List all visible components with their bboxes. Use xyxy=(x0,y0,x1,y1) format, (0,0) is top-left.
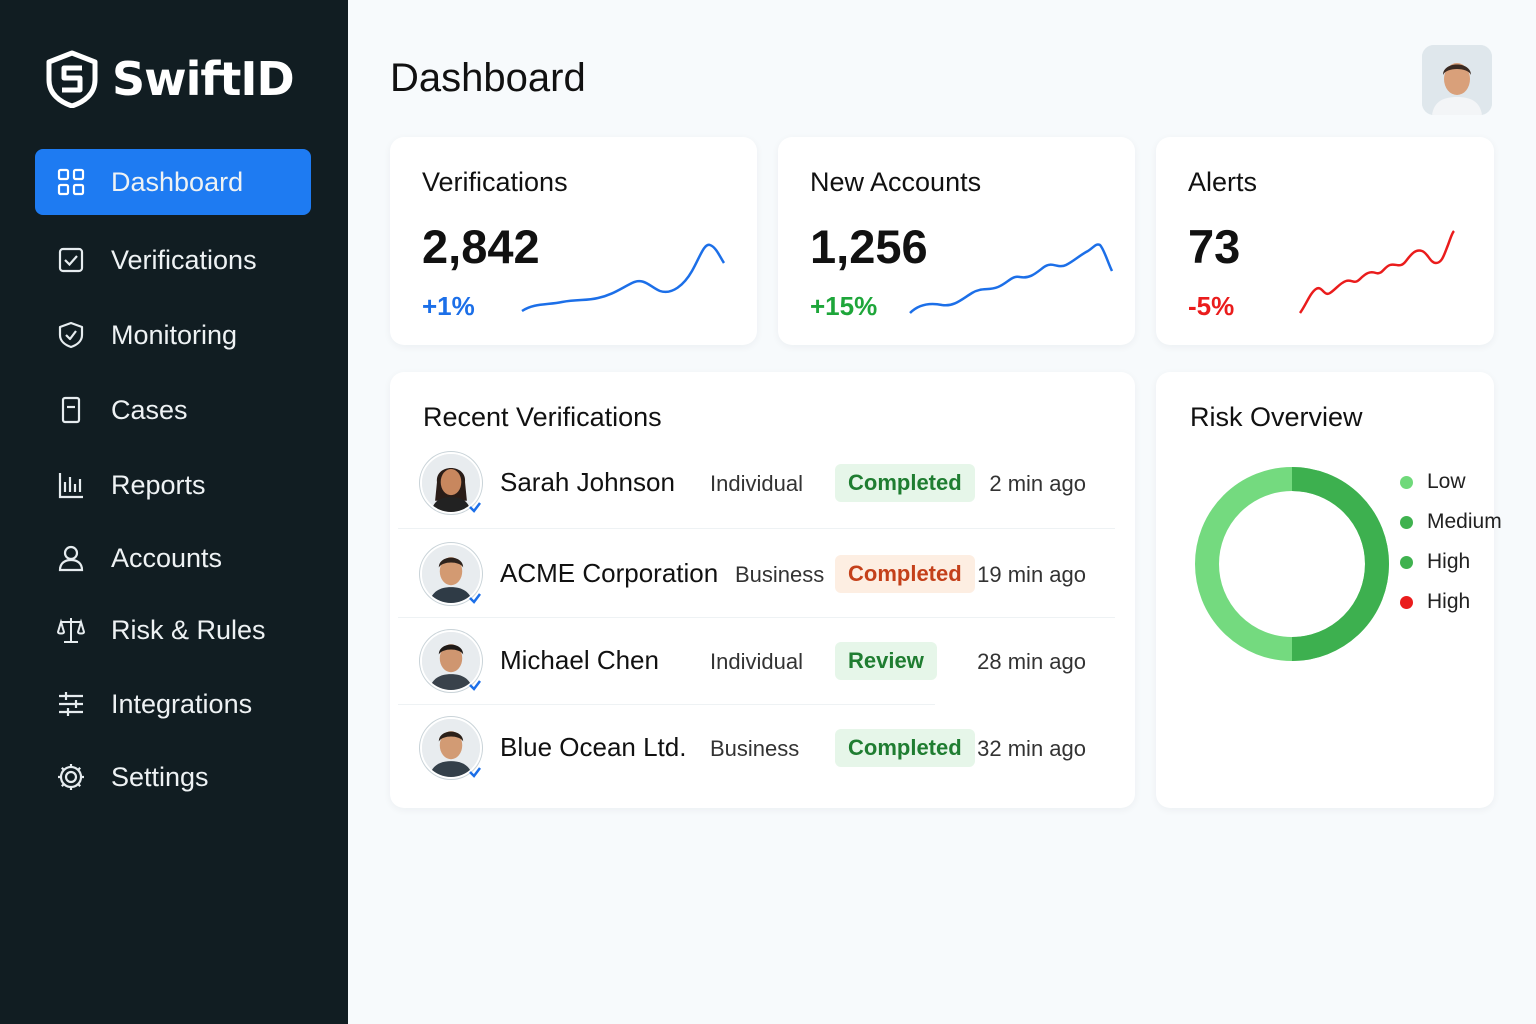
sidebar-item-reports[interactable]: Reports xyxy=(35,452,311,518)
stat-card-new-accounts[interactable]: New Accounts 1,256 +15% xyxy=(778,137,1135,345)
legend-dot xyxy=(1400,515,1413,529)
stat-title: New Accounts xyxy=(810,167,982,197)
row-type: Individual xyxy=(710,471,803,496)
sidebar-item-cases[interactable]: Cases xyxy=(35,377,311,443)
sliders-icon xyxy=(53,686,89,722)
legend-dot xyxy=(1400,595,1413,609)
row-time: 32 min ago xyxy=(977,736,1086,761)
avatar xyxy=(420,630,482,692)
sidebar-item-label: Monitoring xyxy=(111,319,238,350)
gear-icon xyxy=(53,759,89,795)
row-type: Individual xyxy=(710,649,803,674)
divider xyxy=(398,528,1115,529)
table-row[interactable]: Blue Ocean Ltd. Business Completed 32 mi… xyxy=(390,705,1120,791)
brand[interactable]: SwiftID xyxy=(46,50,295,108)
checkbox-icon xyxy=(53,242,89,278)
sidebar-item-accounts[interactable]: Accounts xyxy=(35,525,311,591)
table-row[interactable]: Michael Chen Individual Review 28 min ag… xyxy=(390,618,1120,704)
legend-item: High xyxy=(1400,590,1470,614)
row-time: 2 min ago xyxy=(989,471,1086,496)
page-title: Dashboard xyxy=(390,56,586,100)
row-name: Michael Chen xyxy=(500,645,659,675)
status-badge: Completed xyxy=(835,555,975,593)
stat-title: Verifications xyxy=(422,167,568,197)
user-avatar[interactable] xyxy=(1422,45,1492,115)
sidebar-item-monitoring[interactable]: Monitoring xyxy=(35,302,311,368)
sidebar-item-label: Settings xyxy=(111,761,209,792)
legend-dot xyxy=(1400,475,1413,489)
shield-check-icon xyxy=(53,317,89,353)
sidebar-item-label: Cases xyxy=(111,394,188,425)
stat-change: +15% xyxy=(810,291,878,321)
legend-item: High xyxy=(1400,550,1470,574)
sparkline-chart xyxy=(521,243,726,313)
sidebar-item-settings[interactable]: Settings xyxy=(35,744,311,810)
risk-overview-card: Risk Overview Low Medium High High xyxy=(1156,372,1502,808)
stat-value: 1,256 xyxy=(810,220,928,273)
stat-card-verifications[interactable]: Verifications 2,842 +1% xyxy=(390,137,757,345)
bar-chart-icon xyxy=(53,467,89,503)
section-title: Risk Overview xyxy=(1190,402,1363,432)
legend-label: Medium xyxy=(1427,510,1502,533)
avatar xyxy=(420,452,482,514)
legend-item: Low xyxy=(1400,470,1466,494)
sidebar-item-label: Verifications xyxy=(111,244,257,275)
sidebar-item-label: Risk & Rules xyxy=(111,614,266,645)
verified-check-icon xyxy=(469,767,481,778)
stat-change: +1% xyxy=(422,291,475,321)
sidebar-item-integrations[interactable]: Integrations xyxy=(35,671,311,737)
sidebar-item-verifications[interactable]: Verifications xyxy=(35,227,311,293)
sidebar: SwiftID Dashboard Verifications Monitori… xyxy=(0,0,348,1024)
legend-label: Low xyxy=(1427,470,1466,493)
table-row[interactable]: ACME Corporation Business Completed 19 m… xyxy=(390,531,1120,617)
stat-card-alerts[interactable]: Alerts 73 -5% xyxy=(1156,137,1494,345)
sparkline-chart xyxy=(1298,230,1455,314)
recent-verifications-card: Recent Verifications Sarah Johnson Indiv… xyxy=(390,372,1135,808)
sidebar-item-label: Accounts xyxy=(111,542,223,573)
row-time: 28 min ago xyxy=(977,649,1086,674)
user-icon xyxy=(53,540,89,576)
shield-logo-icon xyxy=(46,50,98,108)
sidebar-item-label: Integrations xyxy=(111,688,253,719)
row-time: 19 min ago xyxy=(977,562,1086,587)
verified-check-icon xyxy=(469,593,481,604)
sparkline-chart xyxy=(909,243,1114,314)
grid-icon xyxy=(53,164,89,200)
risk-donut-chart[interactable] xyxy=(1194,466,1390,662)
row-name: ACME Corporation xyxy=(500,558,719,588)
sidebar-item-label: Dashboard xyxy=(111,166,244,197)
legend-item: Medium xyxy=(1400,510,1502,534)
legend-dot xyxy=(1400,555,1413,569)
sidebar-item-risk-rules[interactable]: Risk & Rules xyxy=(35,597,311,663)
divider xyxy=(398,617,1115,618)
brand-name: SwiftID xyxy=(112,52,295,106)
document-icon xyxy=(53,392,89,428)
stat-change: -5% xyxy=(1188,291,1235,321)
divider xyxy=(398,704,935,705)
status-badge: Completed xyxy=(835,729,975,767)
stat-value: 73 xyxy=(1188,220,1241,273)
section-title: Recent Verifications xyxy=(423,402,662,432)
stat-value: 2,842 xyxy=(422,220,540,273)
avatar xyxy=(420,543,482,605)
sidebar-item-label: Reports xyxy=(111,469,206,500)
verified-check-icon xyxy=(469,502,481,513)
stat-title: Alerts xyxy=(1188,167,1258,197)
table-row[interactable]: Sarah Johnson Individual Completed 2 min… xyxy=(390,440,1120,526)
avatar xyxy=(420,717,482,779)
scale-icon xyxy=(53,612,89,648)
legend-label: High xyxy=(1427,550,1471,573)
verified-check-icon xyxy=(469,680,481,691)
status-badge: Review xyxy=(835,642,937,680)
donut-segment-medium xyxy=(1291,467,1389,661)
row-type: Business xyxy=(735,562,825,587)
status-badge: Completed xyxy=(835,464,975,502)
row-name: Sarah Johnson xyxy=(500,467,675,497)
legend-label: High xyxy=(1427,590,1471,613)
row-type: Business xyxy=(710,736,800,761)
row-name: Blue Ocean Ltd. xyxy=(500,732,687,762)
sidebar-item-dashboard[interactable]: Dashboard xyxy=(35,149,311,215)
